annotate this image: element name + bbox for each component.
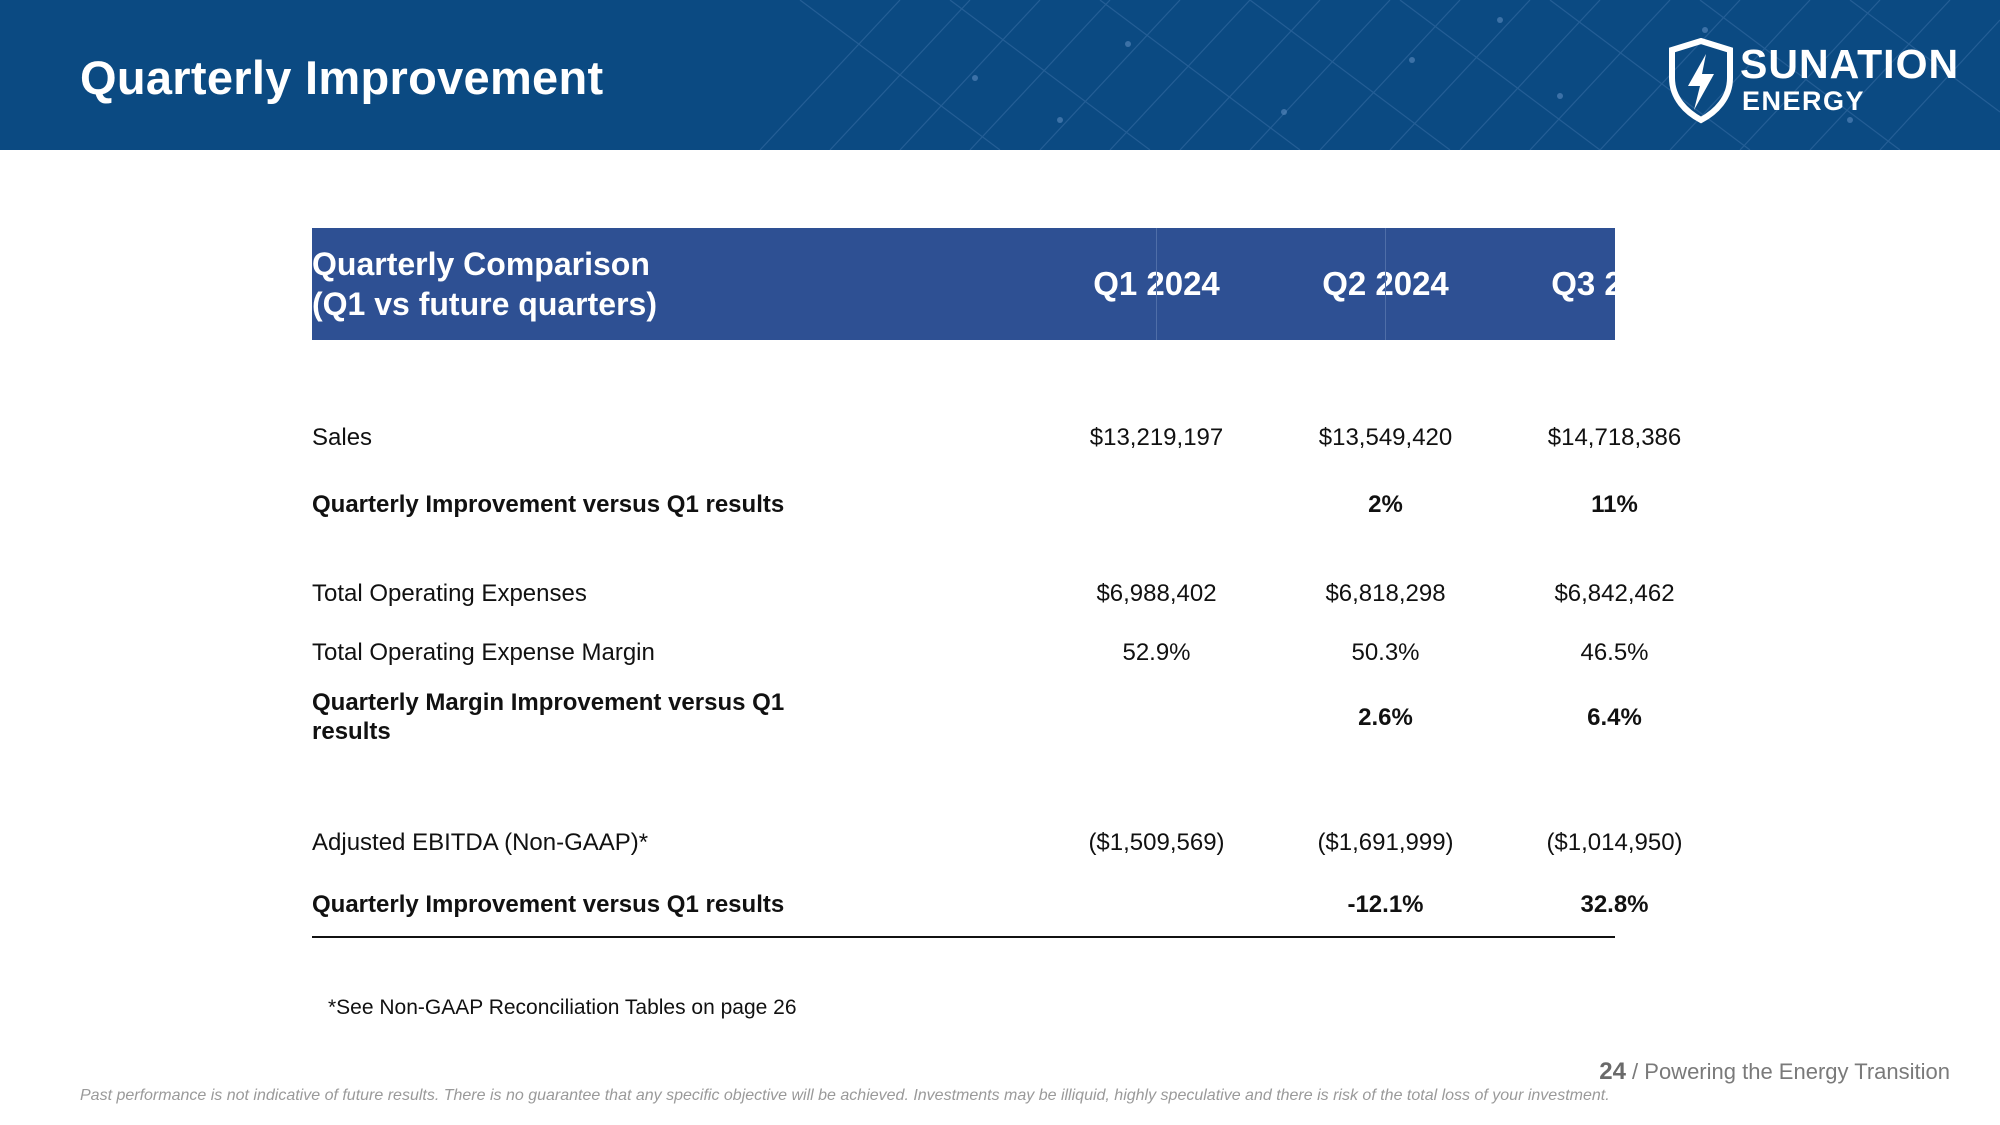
cell-q2: 2.6% [1358, 704, 1413, 731]
table-header: Quarterly Comparison (Q1 vs future quart… [312, 228, 1678, 340]
row-label: Adjusted EBITDA (Non-GAAP)* [312, 829, 649, 856]
cell-q2: ($1,691,999) [1317, 829, 1454, 856]
row-label: Quarterly Improvement versus Q1 results [312, 891, 785, 918]
column-header-q3: Q3 2024 [1551, 265, 1678, 302]
cell-q3: 46.5% [1580, 639, 1649, 666]
cell-q3: 6.4% [1587, 704, 1642, 731]
cell-q3: $6,842,462 [1554, 580, 1675, 607]
company-logo: SUNATION ENERGY [1660, 38, 1960, 128]
cell-q1: ($1,509,569) [1088, 829, 1225, 856]
lightning-shield-icon [1669, 38, 1733, 124]
logo-wordmark-bottom: ENERGY [1742, 86, 1866, 116]
header-banner: Quarterly Improvement SUNATION ENERGY [0, 0, 2000, 150]
cell-q3: 32.8% [1580, 891, 1649, 918]
page-number: 24 [1599, 1058, 1626, 1085]
cell-q3: $14,718,386 [1547, 424, 1682, 451]
footer-tagline: / Powering the Energy Transition [1632, 1059, 1950, 1084]
cell-q1: $6,988,402 [1096, 580, 1217, 607]
cell-q2: 50.3% [1351, 639, 1420, 666]
cell-q2: $13,549,420 [1318, 424, 1453, 451]
column-divider [1385, 228, 1386, 340]
cell-q3: ($1,014,950) [1546, 829, 1683, 856]
row-label: Quarterly Improvement versus Q1 results [312, 491, 785, 518]
column-divider [1156, 228, 1157, 340]
cell-q2: -12.1% [1347, 891, 1424, 918]
cell-q2: 2% [1368, 491, 1403, 518]
page-footer: 24 / Powering the Energy Transition [1599, 1058, 1950, 1086]
logo-wordmark-top: SUNATION [1740, 41, 1960, 87]
page-title: Quarterly Improvement [80, 51, 604, 104]
row-label: Total Operating Expenses [312, 580, 587, 607]
row-label: Sales [312, 424, 373, 451]
cell-q1: $13,219,197 [1089, 424, 1224, 451]
cell-q1: 52.9% [1122, 639, 1191, 666]
cell-q2: $6,818,298 [1325, 580, 1446, 607]
cell-q3: 11% [1591, 491, 1638, 518]
table-header-label: Quarterly Comparison (Q1 vs future quart… [312, 246, 657, 322]
table-bottom-rule [312, 936, 1615, 938]
footnote: *See Non-GAAP Reconciliation Tables on p… [328, 996, 797, 1019]
disclaimer: Past performance is not indicative of fu… [80, 1087, 1610, 1104]
row-label: Quarterly Margin Improvement versus Q1 r… [312, 689, 785, 745]
row-label: Total Operating Expense Margin [312, 639, 655, 666]
